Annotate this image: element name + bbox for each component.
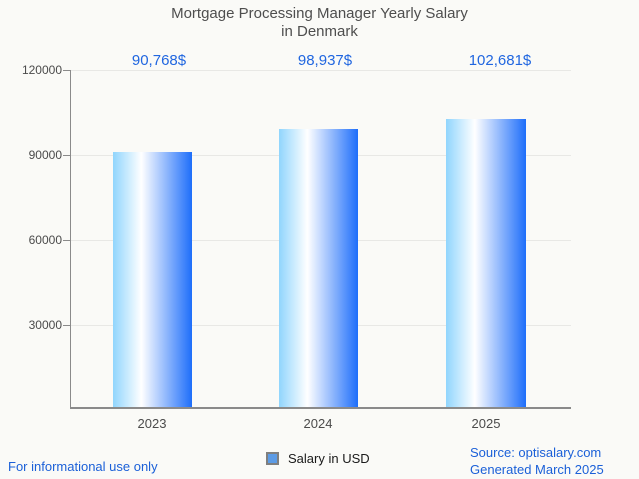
value-label-2025: 102,681$ — [468, 52, 532, 69]
y-tickmark-120000 — [63, 70, 70, 71]
source-block: Source: optisalary.com Generated March 2… — [470, 444, 635, 478]
x-axis-label-2024: 2024 — [303, 416, 333, 431]
chart-title-line1: Mortgage Processing Manager Yearly Salar… — [171, 5, 468, 22]
x-axis-label-2023: 2023 — [137, 416, 167, 431]
bar-2024 — [279, 129, 358, 408]
y-axis-label-30000: 30000 — [28, 318, 62, 332]
disclaimer-text: For informational use only — [8, 459, 158, 474]
y-axis-label-120000: 120000 — [21, 63, 62, 77]
y-axis-line — [70, 70, 71, 408]
legend: Salary in USD — [266, 451, 370, 466]
gridline-120000 — [70, 70, 571, 71]
value-label-2023: 90,768$ — [131, 52, 187, 69]
y-axis-label-60000: 60000 — [28, 233, 62, 247]
chart-title-line2: in Denmark — [281, 23, 358, 40]
y-tickmark-90000 — [63, 155, 70, 156]
y-tickmark-60000 — [63, 240, 70, 241]
x-axis-line — [70, 407, 571, 409]
value-label-2024: 98,937$ — [297, 52, 353, 69]
legend-swatch-icon — [266, 452, 279, 465]
x-axis-label-2025: 2025 — [471, 416, 501, 431]
bar-2025 — [446, 119, 526, 408]
bar-2023 — [113, 152, 192, 408]
generated-text: Generated March 2025 — [470, 462, 604, 477]
legend-label: Salary in USD — [288, 451, 370, 466]
source-text: Source: optisalary.com — [470, 445, 602, 460]
chart-title: Mortgage Processing Manager Yearly Salar… — [0, 5, 639, 41]
y-tickmark-30000 — [63, 325, 70, 326]
y-axis-label-90000: 90000 — [28, 148, 62, 162]
